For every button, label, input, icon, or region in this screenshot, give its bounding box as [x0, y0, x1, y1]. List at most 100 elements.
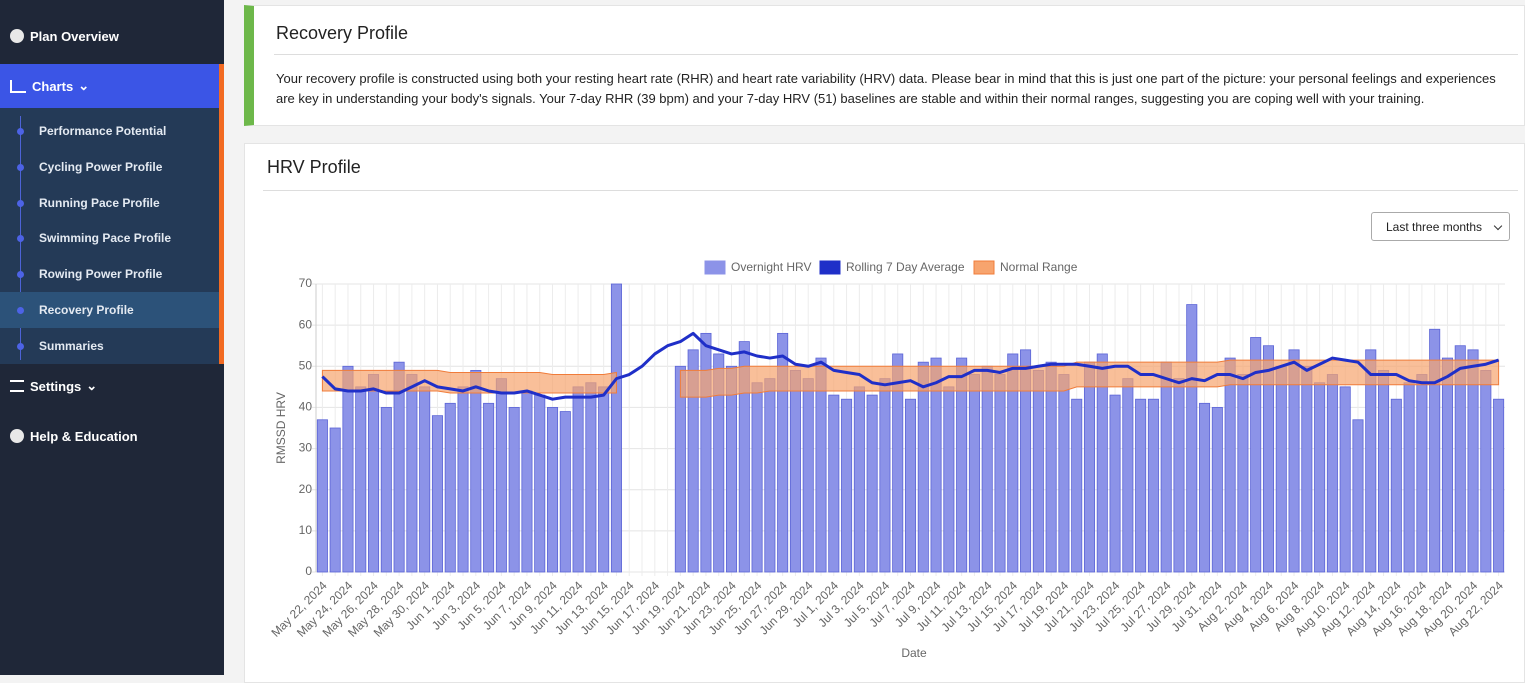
bar [1416, 374, 1428, 573]
bar [470, 369, 482, 573]
bar [1480, 369, 1492, 573]
y-tick-label: 70 [299, 276, 313, 290]
bar [1007, 353, 1019, 573]
bar [1262, 345, 1274, 573]
y-tick-label: 0 [305, 564, 312, 578]
submenu-label: Rowing Power Profile [39, 267, 163, 282]
bar [368, 374, 380, 573]
nav-label: Plan Overview [30, 28, 119, 44]
submenu-item[interactable]: Running Pace Profile [0, 185, 219, 221]
bar [968, 374, 980, 573]
y-tick-label: 20 [299, 482, 313, 496]
bar [1275, 365, 1287, 573]
bar [1390, 398, 1402, 573]
bar [738, 341, 750, 573]
bar [1186, 304, 1198, 573]
card-title: Recovery Profile [276, 23, 409, 43]
bar [444, 402, 456, 573]
y-tick-label: 30 [299, 441, 313, 455]
bar [508, 407, 520, 573]
bar [1339, 386, 1351, 573]
bar [904, 398, 917, 573]
nav-item[interactable]: Plan Overview [0, 22, 224, 50]
bar [559, 411, 571, 573]
bar [355, 386, 367, 573]
bar [917, 361, 929, 573]
range-select[interactable]: Last three months [1371, 212, 1510, 241]
bar [495, 378, 507, 573]
submenu-label: Cycling Power Profile [39, 159, 163, 174]
bar [841, 398, 853, 573]
nav-item[interactable]: Charts ⌄ [0, 64, 224, 108]
legend-swatch [819, 260, 841, 275]
submenu: Performance Potential Cycling Power Profi… [0, 108, 224, 364]
bar [1454, 345, 1466, 573]
legend-swatch [704, 260, 726, 275]
chart-title: HRV Profile [267, 157, 361, 177]
bar [1224, 357, 1236, 573]
bar [1403, 382, 1415, 573]
bar [585, 382, 597, 573]
submenu-item[interactable]: Recovery Profile [0, 292, 219, 328]
bar [994, 374, 1006, 573]
bar [725, 365, 738, 573]
submenu-item[interactable]: Cycling Power Profile [0, 149, 219, 185]
bar [1250, 337, 1262, 573]
bar [930, 357, 942, 573]
submenu-label: Swimming Pace Profile [39, 231, 172, 246]
submenu-label: Summaries [39, 338, 104, 353]
submenu-label: Running Pace Profile [39, 195, 160, 210]
bar [406, 374, 418, 573]
bar [483, 402, 495, 573]
bar [764, 378, 776, 573]
bar [419, 386, 431, 573]
bar [879, 378, 891, 573]
bar [380, 407, 392, 573]
bar [1173, 378, 1185, 573]
nav-label: Settings [30, 378, 82, 394]
submenu-item[interactable]: Swimming Pace Profile [0, 220, 219, 256]
bar [1122, 378, 1134, 573]
bar [521, 390, 533, 573]
legend-label: Overnight HRV [731, 260, 811, 274]
bar [687, 349, 699, 573]
bar [700, 332, 712, 573]
y-tick-label: 10 [299, 523, 313, 537]
submenu-item[interactable]: Rowing Power Profile [0, 256, 219, 292]
bar [393, 361, 405, 573]
bar [1045, 361, 1057, 573]
bar [1441, 357, 1453, 573]
nav-item[interactable]: Help & Education [0, 422, 224, 450]
legend-label: Rolling 7 Day Average [846, 260, 965, 274]
bar [892, 353, 904, 573]
bar [956, 357, 968, 573]
x-axis-label: Date [901, 646, 927, 660]
y-tick-label: 40 [299, 400, 313, 414]
bar [547, 407, 559, 573]
bar [1352, 419, 1364, 573]
bar [457, 386, 469, 573]
nav-item[interactable]: Settings ⌄ [0, 372, 224, 400]
bar [1083, 361, 1096, 573]
bar [1237, 374, 1249, 573]
submenu-item[interactable]: Performance Potential [0, 113, 219, 149]
bar [1032, 369, 1044, 573]
bar [981, 365, 993, 573]
bar [1301, 365, 1313, 573]
bar [1020, 349, 1032, 573]
bar [1493, 398, 1505, 573]
bar [866, 394, 878, 573]
bar [342, 365, 354, 573]
bar [598, 386, 610, 573]
bar [802, 378, 814, 573]
y-tick-label: 50 [299, 358, 313, 372]
bar [1314, 382, 1326, 573]
bar [1109, 394, 1121, 573]
y-axis-label: RMSSD HRV [274, 392, 288, 464]
card-text: Your recovery profile is constructed usi… [276, 71, 1496, 106]
submenu-label: Recovery Profile [39, 303, 134, 317]
bar [674, 365, 686, 573]
submenu-item[interactable]: Summaries [0, 328, 219, 364]
normal-range [679, 359, 1500, 398]
